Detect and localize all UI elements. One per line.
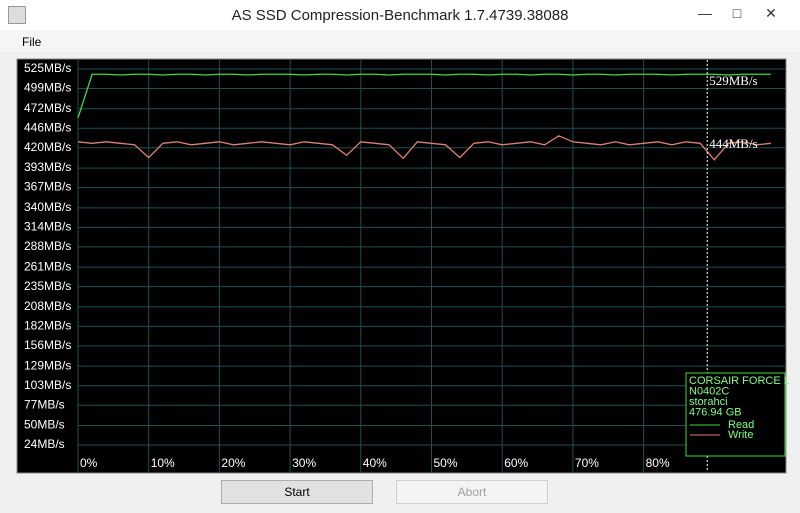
drive-info: CORSAIR FORCE L (689, 375, 790, 387)
app-icon (8, 6, 26, 24)
menu-bar: File (0, 30, 800, 52)
y-tick-label: 208MB/s (24, 299, 71, 313)
y-tick-label: 340MB/s (24, 200, 71, 214)
y-tick-label: 367MB/s (24, 180, 71, 194)
x-tick-label: 0% (80, 456, 98, 470)
legend-label: Read (728, 419, 754, 431)
y-tick-label: 472MB/s (24, 101, 71, 115)
close-button[interactable]: ✕ (765, 5, 777, 21)
y-tick-label: 261MB/s (24, 259, 71, 273)
menu-item[interactable]: File (22, 35, 42, 49)
y-tick-label: 235MB/s (24, 279, 71, 293)
x-tick-label: 50% (434, 456, 458, 470)
y-tick-label: 24MB/s (24, 437, 65, 451)
x-tick-label: 30% (292, 456, 316, 470)
annotation: 444MB/s (709, 136, 757, 151)
start-button[interactable]: Start (221, 480, 373, 504)
legend-label: Write (728, 429, 753, 441)
y-tick-label: 288MB/s (24, 239, 71, 253)
y-tick-label: 77MB/s (24, 397, 65, 411)
y-tick-label: 156MB/s (24, 338, 71, 352)
y-tick-label: 420MB/s (24, 140, 71, 154)
plot-background (16, 58, 787, 474)
title-bar: AS SSD Compression-Benchmark 1.7.4739.38… (0, 0, 800, 30)
window-title: AS SSD Compression-Benchmark 1.7.4739.38… (231, 7, 569, 24)
y-tick-label: 499MB/s (24, 81, 71, 95)
maximize-button[interactable]: □ (732, 5, 742, 21)
y-tick-label: 129MB/s (24, 358, 71, 372)
y-tick-label: 446MB/s (24, 120, 71, 134)
y-tick-label: 525MB/s (24, 61, 71, 75)
series-line (77, 73, 771, 118)
x-tick-label: 40% (363, 456, 387, 470)
drive-info: storahci (689, 396, 728, 408)
x-tick-label: 60% (504, 456, 528, 470)
drive-info: 476.94 GB (689, 406, 742, 418)
annotation: 529MB/s (709, 73, 757, 88)
legend-box (685, 372, 786, 457)
y-tick-label: 182MB/s (24, 319, 71, 333)
drive-info: N0402C (689, 385, 729, 397)
series-line (77, 135, 771, 161)
y-tick-label: 393MB/s (24, 160, 71, 174)
y-tick-label: 314MB/s (24, 220, 71, 234)
x-tick-label: 20% (221, 456, 245, 470)
y-tick-label: 103MB/s (24, 378, 71, 392)
y-tick-label: 50MB/s (24, 418, 65, 432)
minimize-button[interactable]: — (698, 5, 712, 21)
x-tick-label: 10% (151, 456, 175, 470)
x-tick-label: 70% (575, 456, 599, 470)
abort-button[interactable]: Abort (396, 480, 548, 504)
x-tick-label: 80% (646, 456, 670, 470)
